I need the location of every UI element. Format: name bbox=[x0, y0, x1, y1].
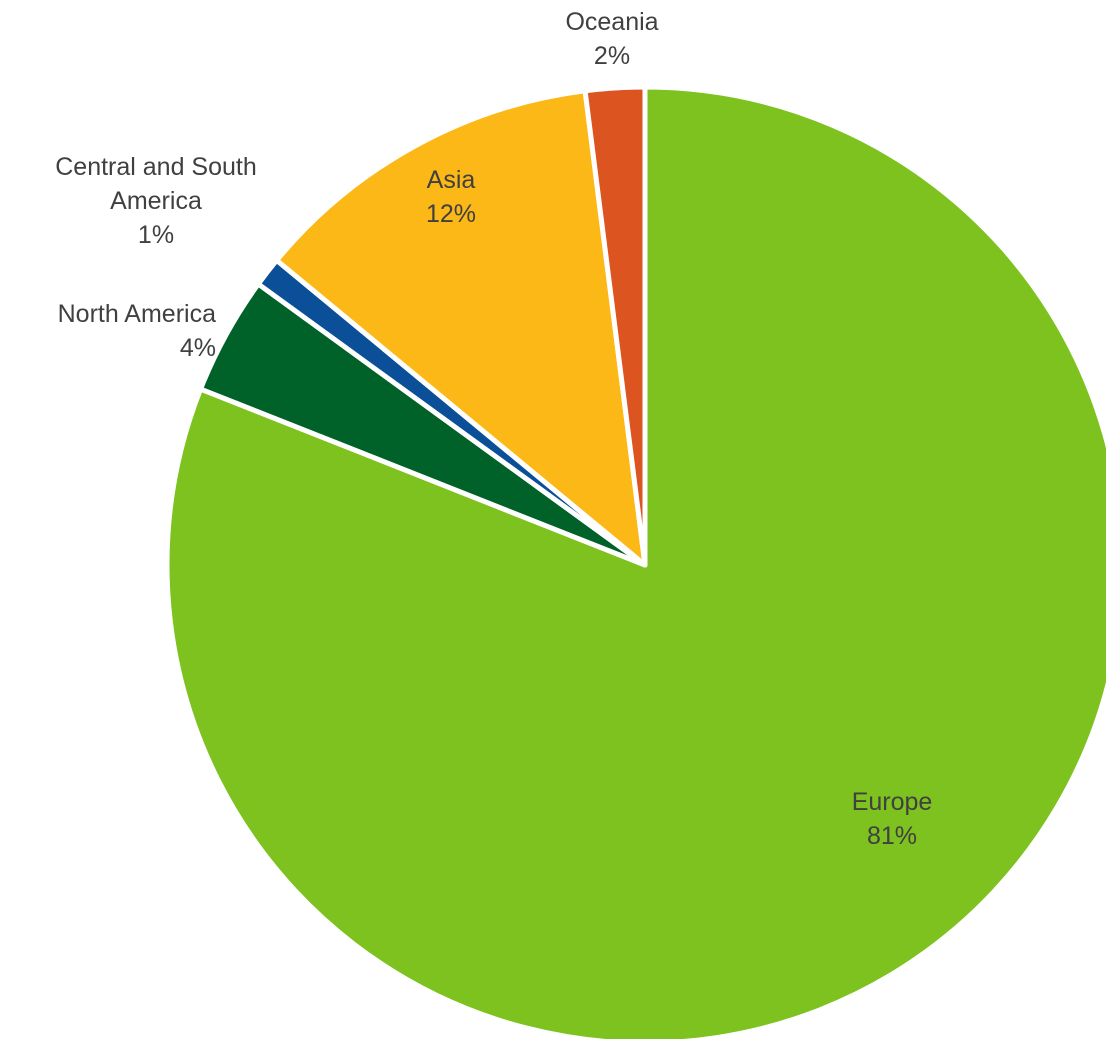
slice-label-north-america: North America 4% bbox=[58, 300, 216, 362]
labels-layer: Europe 81% North America 4% Central and Sout… bbox=[55, 8, 932, 850]
slice-value-label: 2% bbox=[594, 42, 630, 70]
slice-value-label: 1% bbox=[138, 221, 174, 249]
slice-label-central-and-south-america: Central and South America 1% bbox=[55, 153, 257, 249]
pie-slice-europe bbox=[164, 84, 1106, 1044]
slice-value-label: 12% bbox=[426, 200, 476, 228]
slice-label-europe: Europe 81% bbox=[852, 788, 933, 850]
pie-slice-asia bbox=[274, 88, 648, 568]
slice-value-label: 4% bbox=[180, 334, 216, 362]
slice-category-label: Asia bbox=[427, 166, 476, 194]
slice-value-label: 81% bbox=[867, 822, 917, 850]
slice-category-label: Oceania bbox=[565, 8, 658, 36]
slice-label-asia: Asia 12% bbox=[426, 166, 476, 228]
slices-layer bbox=[164, 84, 1106, 1044]
slice-category-label: Europe bbox=[852, 788, 933, 816]
pie-slice-oceania bbox=[582, 84, 648, 568]
slice-label-oceania: Oceania 2% bbox=[565, 8, 658, 70]
slice-category-label: Central and South America bbox=[55, 153, 257, 215]
slice-category-label: North America bbox=[58, 300, 216, 328]
